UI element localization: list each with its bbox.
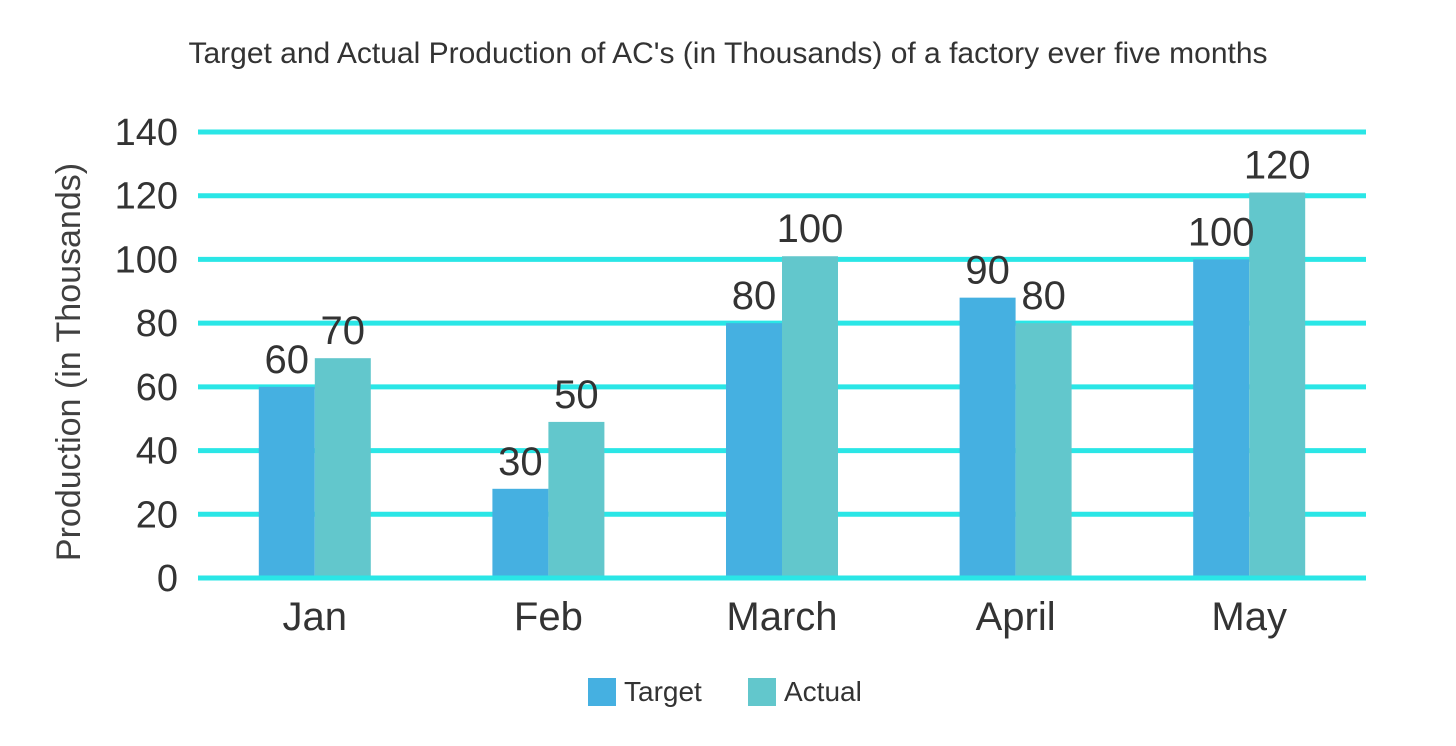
data-label-target-may: 100 — [1188, 210, 1255, 254]
legend-swatch-target — [588, 678, 616, 706]
data-label-target-jan: 60 — [265, 338, 310, 382]
y-tick-label: 140 — [115, 112, 178, 154]
data-label-target-feb: 30 — [498, 440, 543, 484]
y-tick-label: 60 — [136, 367, 178, 409]
data-label-actual-march: 100 — [777, 207, 844, 251]
data-label-target-april: 90 — [965, 249, 1010, 293]
y-axis-label: Production (in Thousands) — [50, 163, 88, 561]
legend-swatch-actual — [748, 678, 776, 706]
bar-target-april — [959, 297, 1016, 578]
y-tick-label: 120 — [115, 176, 178, 218]
bar-target-may — [1193, 259, 1250, 578]
x-tick-label: Feb — [514, 595, 583, 639]
bars — [258, 192, 1306, 578]
bar-target-feb — [492, 488, 549, 578]
y-tick-label: 0 — [157, 558, 178, 600]
bar-actual-may — [1249, 192, 1306, 578]
chart-title: Target and Actual Production of AC's (in… — [188, 37, 1267, 70]
legend: Target Actual — [588, 676, 862, 707]
data-label-actual-feb: 50 — [554, 373, 599, 417]
bar-target-jan — [258, 386, 315, 578]
y-tick-label: 40 — [136, 431, 178, 473]
x-tick-label: April — [976, 595, 1056, 639]
bar-actual-march — [782, 256, 838, 578]
x-tick-label: March — [726, 595, 837, 639]
y-tick-label: 100 — [115, 239, 178, 281]
legend-label-actual: Actual — [784, 676, 862, 707]
x-tick-label: Jan — [283, 595, 348, 639]
bar-actual-jan — [314, 358, 371, 578]
x-axis-ticks: Jan Feb March April May — [283, 595, 1287, 639]
legend-label-target: Target — [624, 676, 702, 707]
x-tick-label: May — [1211, 595, 1287, 639]
data-label-actual-may: 120 — [1244, 144, 1311, 188]
y-tick-label: 20 — [136, 494, 178, 536]
data-label-actual-april: 80 — [1021, 274, 1066, 318]
bar-actual-feb — [548, 421, 605, 578]
y-tick-label: 80 — [136, 303, 178, 345]
bar-target-march — [726, 323, 782, 578]
data-label-actual-jan: 70 — [321, 309, 366, 353]
data-label-target-march: 80 — [732, 274, 777, 318]
bar-actual-april — [1015, 323, 1072, 578]
y-axis-ticks: 0 20 40 60 80 100 120 140 — [115, 112, 178, 600]
